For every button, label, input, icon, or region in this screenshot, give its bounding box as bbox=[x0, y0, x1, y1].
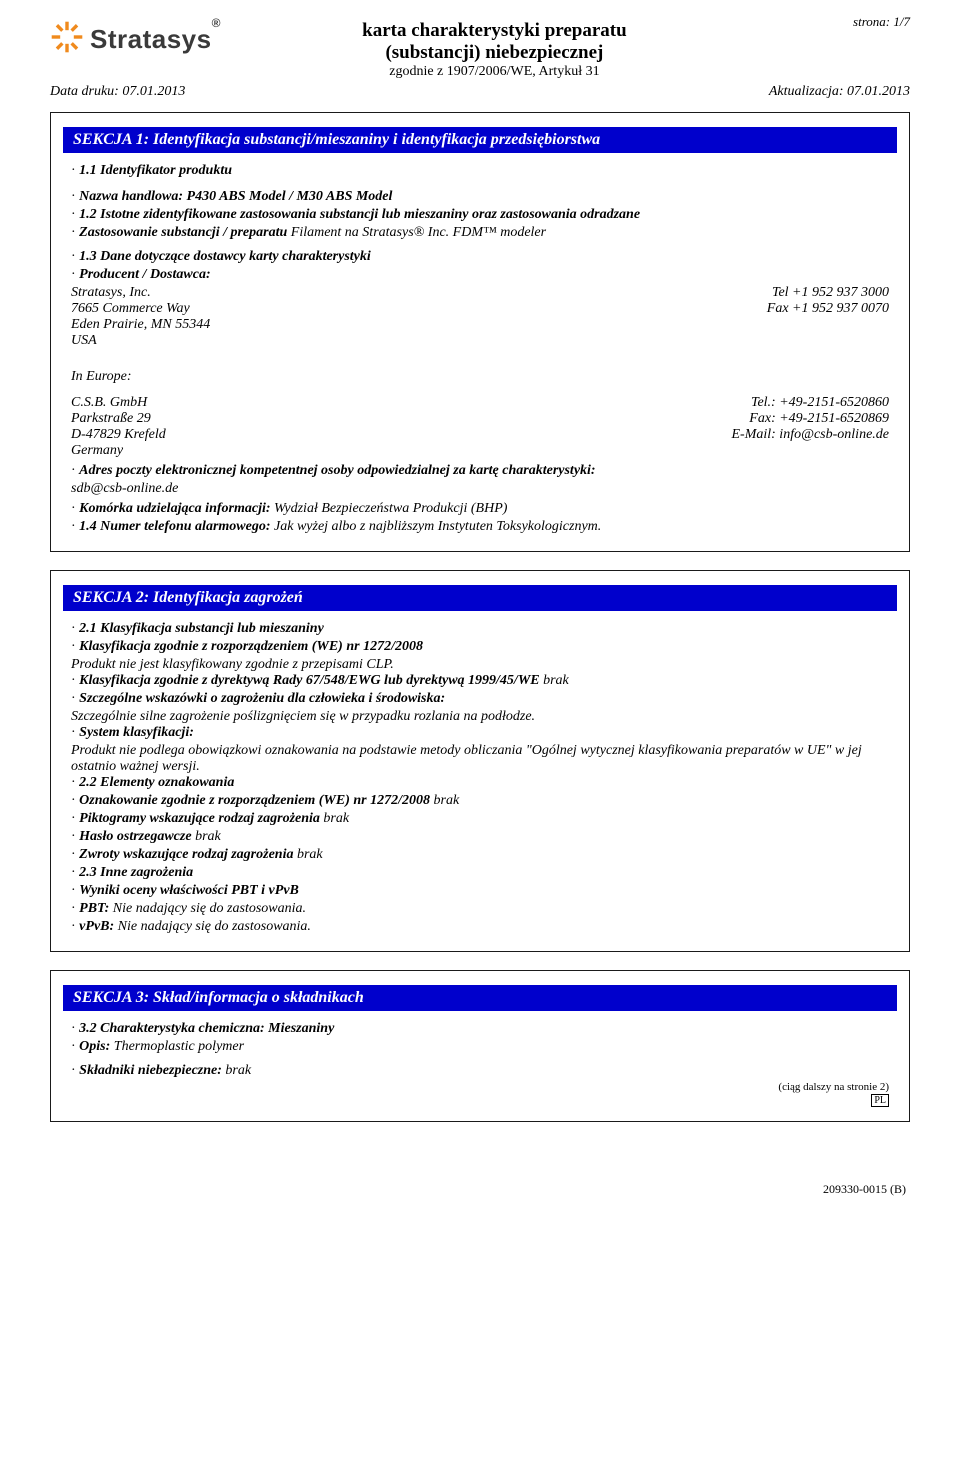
section-3: SEKCJA 3: Skład/informacja o składnikach… bbox=[50, 970, 910, 1122]
s1-1-label: 1.1 Identyfikator produktu bbox=[79, 163, 232, 178]
page-number: strona: 1/7 bbox=[853, 14, 910, 30]
e-company: C.S.B. GmbH bbox=[71, 395, 649, 411]
section-3-header: SEKCJA 3: Skład/informacja o składnikach bbox=[63, 985, 897, 1011]
sysclass-label: System klasyfikacji: bbox=[79, 725, 194, 740]
s2-3-label: 2.3 Inne zagrożenia bbox=[79, 865, 193, 880]
dates-row: Data druku: 07.01.2013 Aktualizacja: 07.… bbox=[50, 84, 910, 100]
s1-3-label: 1.3 Dane dotyczące dostawcy karty charak… bbox=[79, 249, 371, 264]
clp-label: Klasyfikacja zgodnie z rozporządzeniem (… bbox=[79, 639, 423, 654]
brand-name: Stratasys® bbox=[90, 24, 221, 55]
producer-label: Producent / Dostawca: bbox=[79, 267, 210, 282]
addr3: USA bbox=[71, 333, 649, 349]
vpvb-label: vPvB: bbox=[79, 919, 117, 934]
doc-title-2: (substancji) niebezpiecznej bbox=[284, 42, 704, 64]
clp-text: Produkt nie jest klasyfikowany zgodnie z… bbox=[71, 657, 889, 673]
section-2: SEKCJA 2: Identyfikacja zagrożeń 2.1 Kla… bbox=[50, 570, 910, 952]
email-label: Adres poczty elektronicznej kompetentnej… bbox=[79, 463, 595, 478]
header: strona: 1/7 Stratasys® bbox=[50, 20, 910, 80]
hazard-value: brak bbox=[297, 847, 323, 862]
labelling-value: brak bbox=[434, 793, 460, 808]
pbt-value: Nie nadający się do zastosowania. bbox=[113, 901, 306, 916]
picto-label: Piktogramy wskazujące rodzaj zagrożenia bbox=[79, 811, 323, 826]
signal-label: Hasło ostrzegawcze bbox=[79, 829, 195, 844]
vpvb-value: Nie nadający się do zastosowania. bbox=[118, 919, 311, 934]
print-date: Data druku: 07.01.2013 bbox=[50, 84, 185, 100]
s1-4-value: Jak wyżej albo z najbliższym Instytuten … bbox=[274, 519, 601, 534]
dir-label: Klasyfikacja zgodnie z dyrektywą Rady 67… bbox=[79, 673, 543, 688]
europe-label: In Europe: bbox=[71, 369, 889, 385]
info-cell-value: Wydział Bezpieczeństwa Produkcji (BHP) bbox=[274, 501, 507, 516]
hazard-label: Zwroty wskazujące rodzaj zagrożenia bbox=[79, 847, 297, 862]
s1-4-label: 1.4 Numer telefonu alarmowego: bbox=[79, 519, 274, 534]
section-1: SEKCJA 1: Identyfikacja substancji/miesz… bbox=[50, 112, 910, 552]
fax: Fax +1 952 937 0070 bbox=[649, 301, 889, 317]
e-addr1: Parkstraße 29 bbox=[71, 411, 649, 427]
s3-2-label: 3.2 Charakterystyka chemiczna: Mieszanin… bbox=[79, 1021, 334, 1036]
addr2: Eden Prairie, MN 55344 bbox=[71, 317, 649, 333]
company: Stratasys, Inc. bbox=[71, 285, 649, 301]
section-1-header: SEKCJA 1: Identyfikacja substancji/miesz… bbox=[63, 127, 897, 153]
use-value: Filament na Stratasys® Inc. FDM™ modeler bbox=[291, 225, 546, 240]
signal-value: brak bbox=[195, 829, 221, 844]
sysclass-text: Produkt nie podlega obowiązkowi oznakowa… bbox=[71, 743, 889, 775]
title-block: karta charakterystyki preparatu (substan… bbox=[284, 20, 704, 80]
e-mail: E-Mail: info@csb-online.de bbox=[649, 427, 889, 443]
s2-1-label: 2.1 Klasyfikacja substancji lub mieszani… bbox=[79, 621, 324, 636]
e-tel: Tel.: +49-2151-6520860 bbox=[649, 395, 889, 411]
email-value: sdb@csb-online.de bbox=[71, 481, 889, 497]
logo-block: Stratasys® bbox=[50, 20, 221, 59]
addr1: 7665 Commerce Way bbox=[71, 301, 649, 317]
human-env-label: Szczególne wskazówki o zagrożeniu dla cz… bbox=[79, 691, 445, 706]
stratasys-logo-icon bbox=[50, 20, 84, 59]
e-addr2: D-47829 Krefeld bbox=[71, 427, 649, 443]
danger-value: brak bbox=[225, 1063, 251, 1078]
e-addr3: Germany bbox=[71, 443, 649, 459]
pbt-assess-label: Wyniki oceny właściwości PBT i vPvB bbox=[79, 883, 299, 898]
doc-title-1: karta charakterystyki preparatu bbox=[284, 20, 704, 42]
labelling-label: Oznakowanie zgodnie z rozporządzeniem (W… bbox=[79, 793, 433, 808]
tel: Tel +1 952 937 3000 bbox=[649, 285, 889, 301]
e-fax: Fax: +49-2151-6520869 bbox=[649, 411, 889, 427]
desc-value: Thermoplastic polymer bbox=[114, 1039, 244, 1054]
trade-name-label: Nazwa handlowa: bbox=[79, 189, 186, 204]
s1-2-label: 1.2 Istotne zidentyfikowane zastosowania… bbox=[79, 207, 640, 222]
human-env-text: Szczególnie silne zagrożenie poślizgnięc… bbox=[71, 709, 889, 725]
doc-code: 209330-0015 (B) bbox=[50, 1182, 910, 1197]
dir-value: brak bbox=[543, 673, 569, 688]
lang-code: PL bbox=[871, 1094, 889, 1107]
update-date: Aktualizacja: 07.01.2013 bbox=[769, 84, 910, 100]
s2-2-label: 2.2 Elementy oznakowania bbox=[79, 775, 234, 790]
doc-title-3: zgodnie z 1907/2006/WE, Artykuł 31 bbox=[284, 64, 704, 80]
info-cell-label: Komórka udzielająca informacji: bbox=[79, 501, 274, 516]
pbt-label: PBT: bbox=[79, 901, 113, 916]
use-label: Zastosowanie substancji / preparatu bbox=[79, 225, 291, 240]
trade-name: P430 ABS Model / M30 ABS Model bbox=[187, 189, 393, 204]
picto-value: brak bbox=[323, 811, 349, 826]
section-2-header: SEKCJA 2: Identyfikacja zagrożeń bbox=[63, 585, 897, 611]
desc-label: Opis: bbox=[79, 1039, 114, 1054]
continued-text: (ciąg dalszy na stronie 2) bbox=[71, 1081, 889, 1093]
danger-label: Składniki niebezpieczne: bbox=[79, 1063, 225, 1078]
